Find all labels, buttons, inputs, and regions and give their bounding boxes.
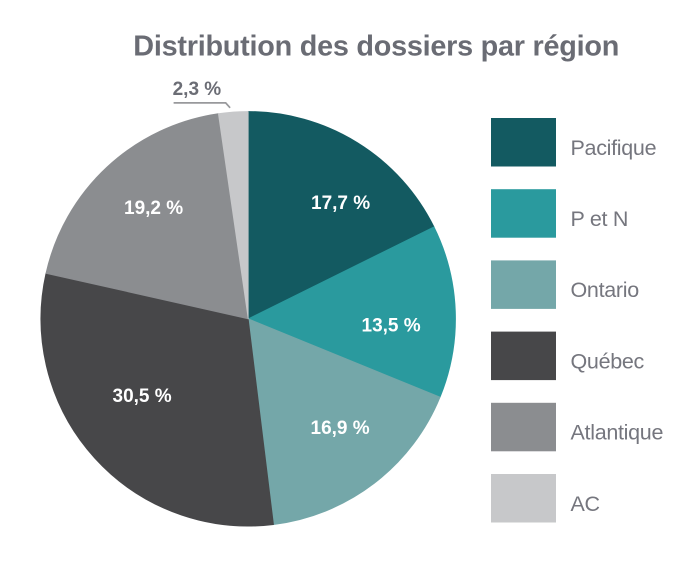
svg-text:Pacifique: Pacifique <box>571 136 657 160</box>
svg-text:2,3 %: 2,3 % <box>173 79 222 100</box>
svg-text:AC: AC <box>571 492 600 516</box>
svg-text:Distribution des dossiers par: Distribution des dossiers par région <box>133 31 619 63</box>
svg-text:30,5 %: 30,5 % <box>113 386 172 407</box>
svg-text:13,5 %: 13,5 % <box>362 316 421 337</box>
svg-text:P et N: P et N <box>571 207 629 231</box>
svg-text:17,7 %: 17,7 % <box>311 193 370 214</box>
svg-text:Ontario: Ontario <box>571 278 640 302</box>
svg-text:Québec: Québec <box>571 349 645 373</box>
svg-text:Atlantique: Atlantique <box>571 421 664 445</box>
svg-text:16,9 %: 16,9 % <box>311 418 370 439</box>
svg-text:19,2 %: 19,2 % <box>124 198 183 219</box>
